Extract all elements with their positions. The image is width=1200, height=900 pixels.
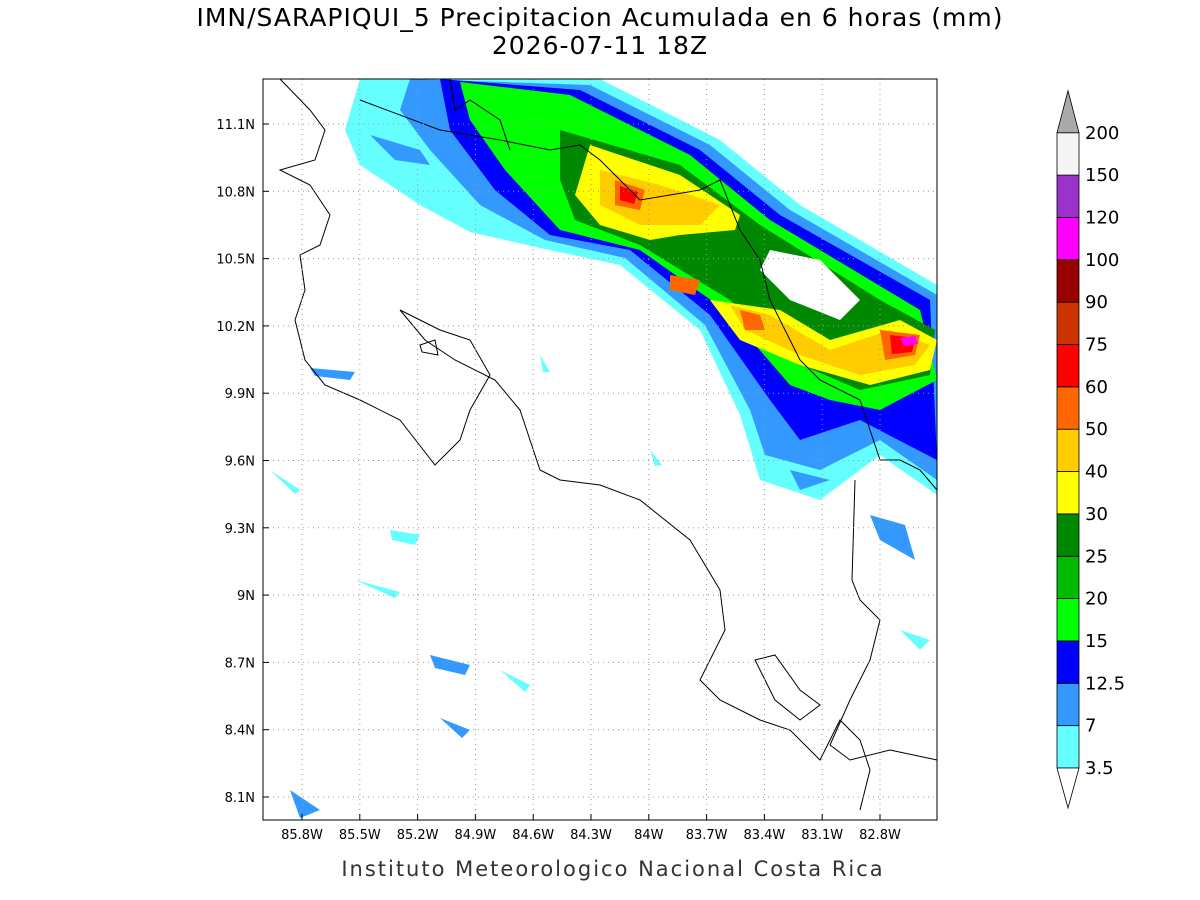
grid: 85.8W 85.5W 85.2W 84.9W 84.6W 84.3W 84W 83.7W 83… [216,79,937,843]
colorbar: 3.5 7 12.5 15 20 25 30 40 50 60 75 90 100 120 150 200 [1056,89,1125,810]
lat-tick-label: 9N [237,589,255,604]
footer: Instituto Meteorologico Nacional Costa R… [341,857,884,881]
colorbar-box [1056,344,1080,388]
colorbar-label: 25 [1085,546,1108,567]
colorbar-box [1056,259,1080,303]
lat-tick-label: 9.3N [225,522,255,537]
colorbar-label: 50 [1085,419,1108,440]
colorbar-label: 90 [1085,292,1108,313]
colorbar-box [1056,132,1080,176]
lat-tick-label: 8.4N [225,724,255,739]
colorbar-box [1056,217,1080,261]
colorbar-label: 120 [1085,207,1119,228]
colorbar-label: 15 [1085,631,1108,652]
colorbar-under [1056,767,1080,810]
lat-tick-label: 10.8N [216,185,255,200]
colorbar-box [1056,513,1080,557]
colorbar-label: 60 [1085,377,1108,398]
colorbar-box [1056,598,1080,642]
precip-hole [760,250,860,320]
lon-tick-label: 84W [634,828,664,843]
lon-tick-label: 85.2W [397,828,439,843]
colorbar-label: 40 [1085,462,1108,483]
lat-tick-label: 10.5N [216,253,255,268]
precip-40b [730,305,930,375]
colorbar-box [1056,555,1080,599]
colorbar-label: 20 [1085,589,1108,610]
lon-tick-label: 84.9W [454,828,496,843]
colorbar-label: 200 [1085,123,1119,144]
map-frame [262,78,938,821]
colorbar-box [1056,386,1080,430]
lon-tick-label: 83.7W [686,828,728,843]
colorbar-box [1056,471,1080,515]
title: IMN/SARAPIQUI_5 Precipitacion Acumulada … [196,3,1003,32]
lat-tick-label: 8.7N [225,656,255,671]
colorbar-over [1056,89,1080,134]
lon-tick-label: 85.5W [339,828,381,843]
lon-tick-label: 82.8W [859,828,901,843]
colorbar-box [1056,725,1080,769]
colorbar-box [1056,301,1080,345]
colorbar-label: 12.5 [1085,673,1125,694]
lat-tick-label: 10.2N [216,320,255,335]
lon-tick-label: 85.8W [281,828,323,843]
colorbar-box [1056,428,1080,472]
colorbar-box [1056,174,1080,218]
precip-40 [600,170,720,225]
lon-tick-label: 83.4W [743,828,785,843]
lon-tick-label: 84.6W [512,828,554,843]
precip-120 [900,336,918,346]
colorbar-label: 75 [1085,335,1108,356]
coastline [278,78,938,811]
subtitle: 2026-07-11 18Z [492,31,708,60]
colorbar-label: 100 [1085,250,1119,271]
lon-tick-label: 83.1W [801,828,843,843]
colorbar-label: 150 [1085,165,1119,186]
colorbar-box [1056,682,1080,727]
colorbar-label: 3.5 [1085,758,1114,779]
colorbar-box [1056,640,1080,684]
colorbar-label: 30 [1085,504,1108,525]
lat-tick-label: 9.6N [225,455,255,470]
lat-tick-label: 9.9N [225,387,255,402]
lat-tick-label: 8.1N [225,791,255,806]
precip-field [270,79,937,818]
lat-tick-label: 11.1N [216,118,255,133]
lon-tick-label: 84.3W [570,828,612,843]
colorbar-label: 7 [1085,716,1096,737]
precip-50 [615,180,920,360]
